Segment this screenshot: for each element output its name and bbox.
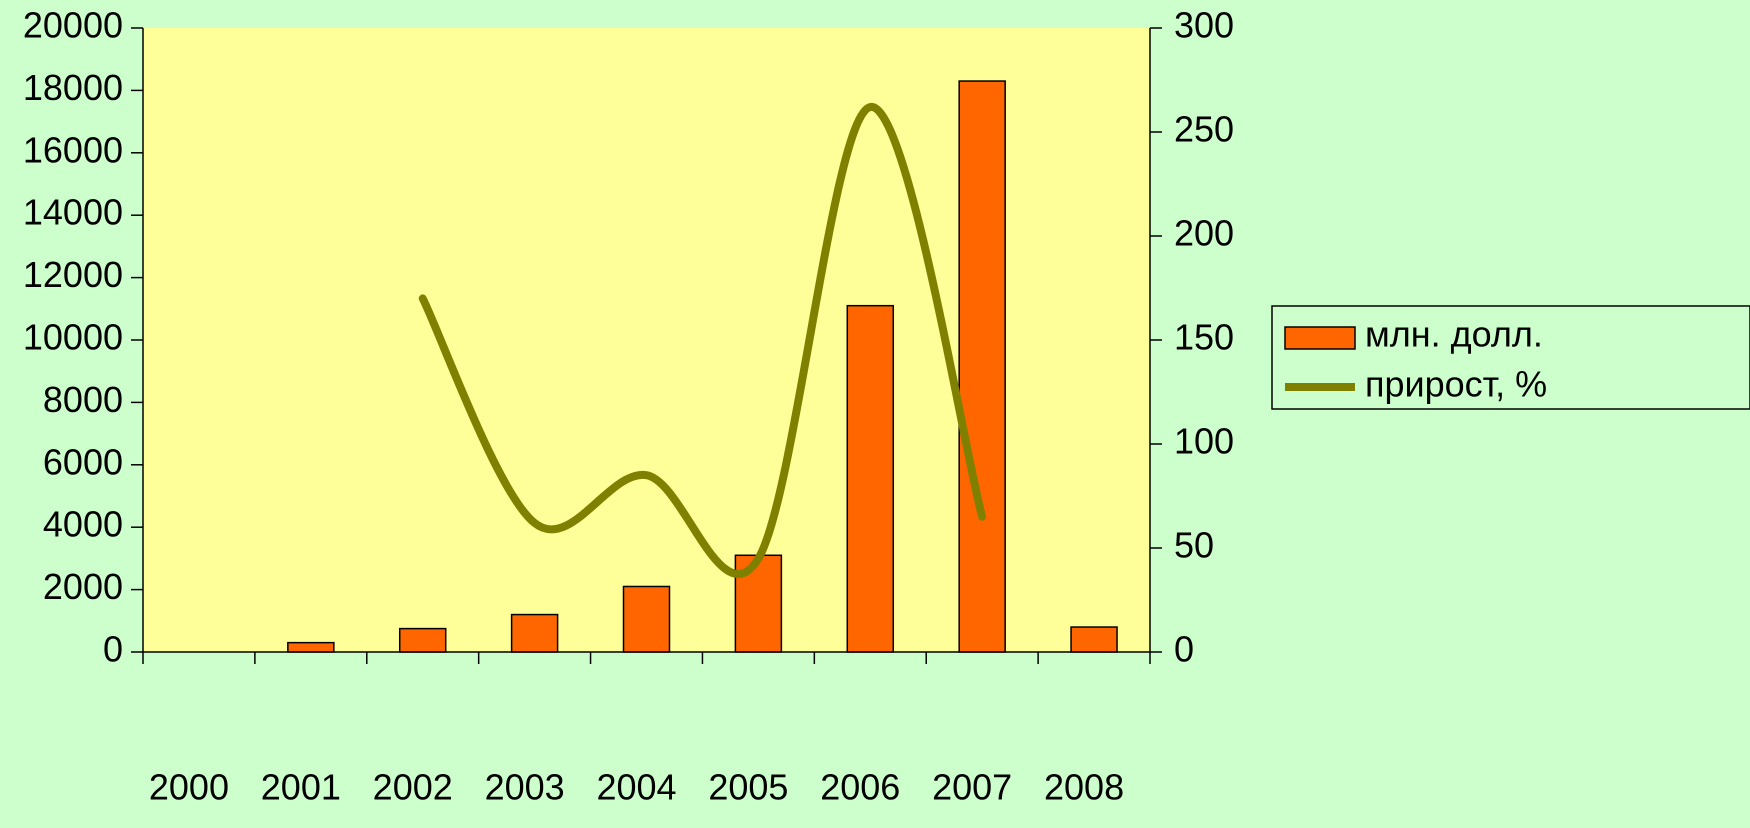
legend-box: [1271, 305, 1750, 410]
x-tick-label: 2006: [820, 767, 900, 808]
x-tick-label: 2002: [373, 767, 453, 808]
y-tick-label: 8000: [43, 379, 123, 420]
y-tick-label: 2000: [43, 566, 123, 607]
y2-tick-label: 200: [1174, 213, 1234, 254]
x-tick-label: 2007: [932, 767, 1012, 808]
y-tick-label: 6000: [43, 441, 123, 482]
y-tick-label: 12000: [23, 254, 123, 295]
bar: [846, 304, 895, 653]
legend-label: прирост, %: [1365, 364, 1547, 405]
bar: [958, 80, 1006, 653]
bar: [510, 613, 559, 653]
bar: [622, 585, 671, 653]
y-tick-label: 0: [103, 629, 123, 670]
y-tick-label: 16000: [23, 129, 123, 170]
y-tick-label: 4000: [43, 504, 123, 545]
x-tick-label: 2000: [149, 767, 229, 808]
line: [418, 103, 987, 578]
bar: [398, 627, 447, 653]
y2-tick-label: 300: [1174, 5, 1234, 46]
bar: [1070, 626, 1118, 653]
x-tick-label: 2008: [1044, 767, 1124, 808]
x-tick-label: 2003: [485, 767, 565, 808]
x-tick-label: 2004: [596, 767, 676, 808]
y-tick-label: 10000: [23, 317, 123, 358]
bar: [287, 641, 335, 653]
y-tick-label: 14000: [23, 192, 123, 233]
x-tick-label: 2005: [708, 767, 788, 808]
y2-tick-label: 0: [1174, 629, 1194, 670]
y2-tick-label: 50: [1174, 525, 1214, 566]
y-tick-label: 20000: [23, 5, 123, 46]
y2-tick-label: 100: [1174, 421, 1234, 462]
y2-tick-label: 250: [1174, 109, 1234, 150]
y2-tick-label: 150: [1174, 317, 1234, 358]
y-tick-label: 18000: [23, 67, 123, 108]
x-tick-label: 2001: [261, 767, 341, 808]
legend-swatch: [1284, 326, 1356, 350]
legend-label: млн. долл.: [1365, 314, 1543, 355]
